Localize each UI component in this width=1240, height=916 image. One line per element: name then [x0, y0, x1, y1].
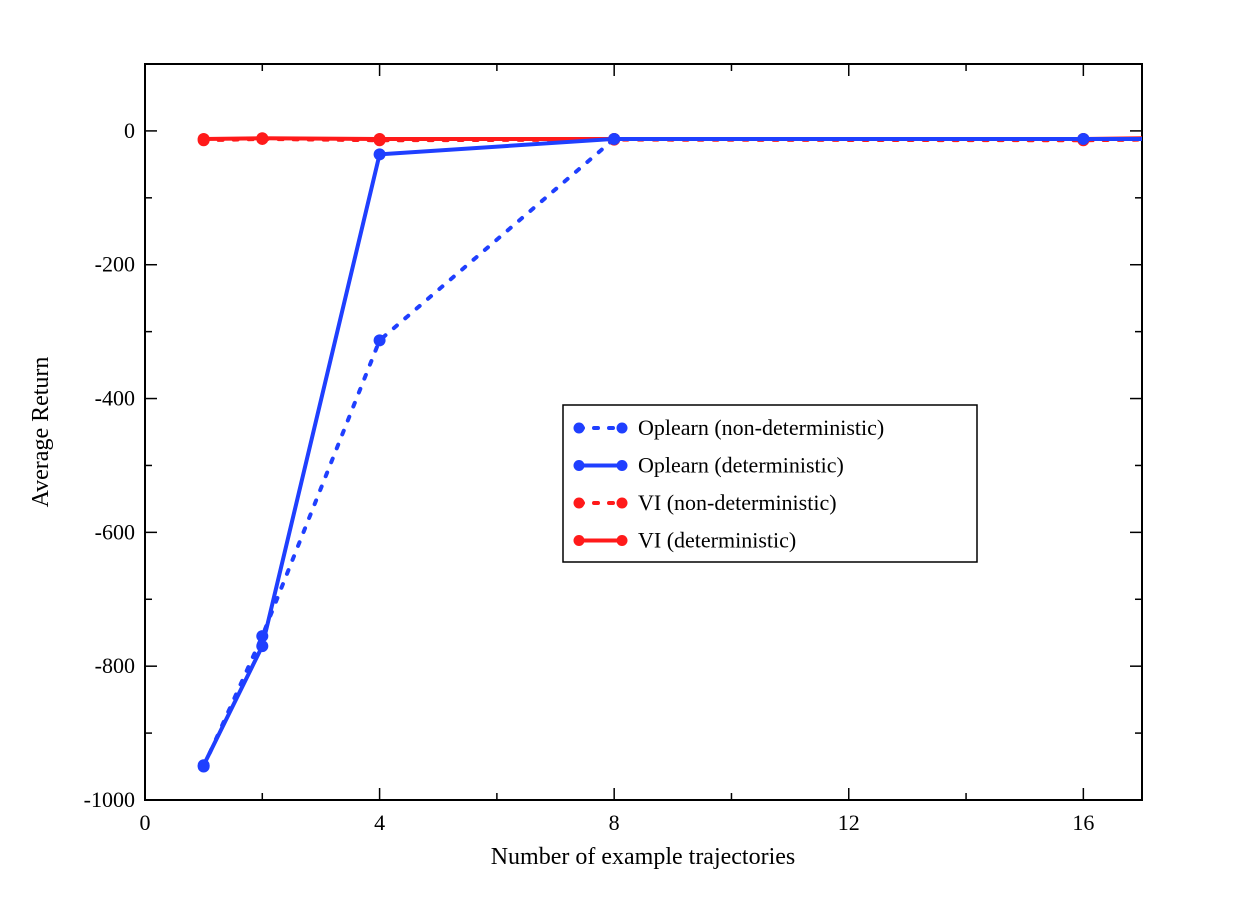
x-tick-label: 0: [140, 810, 151, 835]
legend-swatch-marker: [616, 535, 628, 546]
legend-swatch-marker: [616, 422, 628, 434]
x-tick-label: 8: [609, 810, 620, 835]
x-tick-labels: 0 4 8 12 16: [140, 810, 1095, 835]
data-point: [608, 132, 621, 145]
axis-ticks: [144, 63, 1142, 801]
legend-swatch-marker: [616, 497, 628, 509]
data-point: [256, 132, 269, 145]
y-tick-label: -1000: [84, 787, 135, 812]
series-lines: [197, 132, 1144, 773]
legend-box: [562, 404, 978, 563]
y-axis-title: Average Return: [28, 357, 54, 508]
y-tick-label: -600: [95, 519, 135, 544]
data-point: [373, 132, 386, 145]
data-point: [373, 148, 386, 161]
y-tick-label: -400: [95, 386, 135, 411]
legend-swatch-marker: [573, 535, 585, 546]
legend-swatch-marker: [573, 460, 585, 471]
legend-swatch-marker: [573, 497, 585, 509]
y-tick-label: -800: [95, 653, 135, 678]
legend: Oplearn (non-deterministic) Oplearn (dete…: [562, 404, 978, 563]
x-tick-label: 12: [838, 810, 860, 835]
y-tick-label: 0: [124, 118, 135, 143]
legend-swatch-marker: [616, 460, 628, 471]
data-point: [197, 759, 210, 772]
legend-swatch-marker: [573, 422, 585, 434]
x-tick-label: 16: [1072, 810, 1094, 835]
data-point: [1077, 132, 1090, 145]
legend-label: VI (non-deterministic): [638, 490, 837, 515]
data-point: [197, 132, 210, 145]
series-line: [201, 136, 1142, 767]
data-point: [373, 334, 386, 347]
legend-items: Oplearn (non-deterministic) Oplearn (dete…: [573, 415, 884, 553]
x-tick-label: 4: [374, 810, 385, 835]
legend-label: Oplearn (deterministic): [638, 453, 844, 478]
y-tick-label: -200: [95, 252, 135, 277]
legend-label: VI (deterministic): [638, 528, 796, 553]
legend-label: Oplearn (non-deterministic): [638, 415, 884, 440]
x-axis-title: Number of example trajectories: [491, 844, 796, 870]
y-tick-labels: 0 -200 -400 -600 -800 -1000: [84, 118, 135, 812]
data-point: [256, 640, 269, 653]
